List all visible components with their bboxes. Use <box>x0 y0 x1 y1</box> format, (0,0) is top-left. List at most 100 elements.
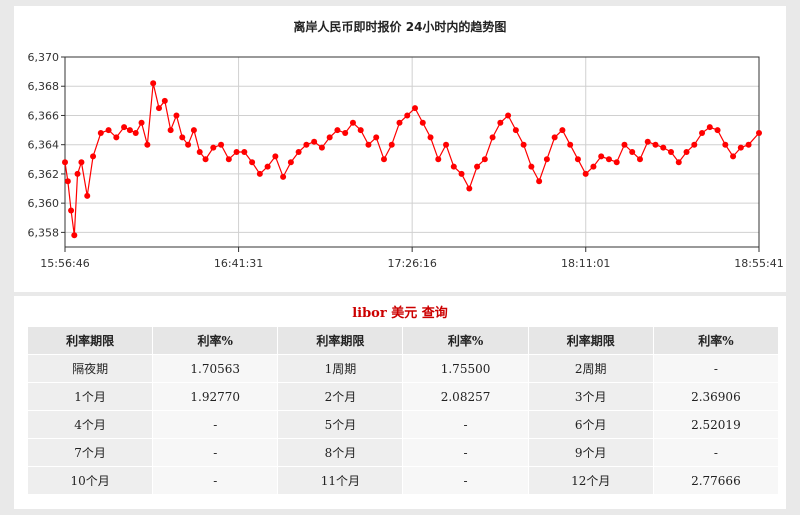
header-rate-3: 利率% <box>652 326 780 355</box>
data-point <box>295 149 302 155</box>
x-tick-label: 17:26:16 <box>387 257 436 270</box>
data-point <box>173 112 180 119</box>
data-point <box>249 159 256 166</box>
header-term-3: 利率期限 <box>527 326 654 355</box>
data-point <box>68 207 75 214</box>
data-point <box>450 163 457 170</box>
x-tick-label: 18:11:01 <box>561 257 610 270</box>
data-point <box>613 159 620 166</box>
rate-cell: - <box>402 410 529 439</box>
data-point <box>264 163 271 170</box>
data-point <box>334 127 341 134</box>
data-point <box>161 97 168 104</box>
y-tick-label: 6,364 <box>28 139 60 152</box>
data-point <box>105 127 112 134</box>
data-point <box>412 105 419 112</box>
term-cell: 11个月 <box>277 466 404 495</box>
data-point <box>349 119 356 126</box>
y-tick-label: 6,362 <box>28 168 60 181</box>
table-row: 1个月 1.92770 2个月 2.08257 3个月 2.36906 <box>26 382 780 411</box>
term-cell: 1个月 <box>26 382 154 411</box>
x-axis: 15:56:46 16:41:31 17:26:16 18:11:01 18:55:41 <box>40 247 784 270</box>
data-point <box>365 141 372 148</box>
rate-cell: - <box>152 438 279 467</box>
header-rate-2: 利率% <box>402 326 529 355</box>
data-point <box>342 130 349 136</box>
data-point <box>489 134 496 141</box>
data-point <box>629 149 636 155</box>
data-point <box>62 159 68 166</box>
data-point <box>388 141 395 148</box>
data-point <box>155 105 162 112</box>
term-cell: 2周期 <box>527 354 654 383</box>
data-point <box>691 141 698 148</box>
data-point <box>396 119 403 126</box>
data-point <box>84 192 91 199</box>
data-point <box>567 141 574 148</box>
x-tick-label: 18:55:41 <box>734 257 783 270</box>
data-point <box>126 127 133 134</box>
data-point <box>303 141 310 148</box>
rate-cell: - <box>402 466 529 495</box>
rate-cell: 2.36906 <box>652 382 780 411</box>
data-point <box>528 163 535 170</box>
data-point <box>520 141 527 148</box>
term-cell: 12个月 <box>527 466 654 495</box>
data-point <box>326 134 333 141</box>
data-point <box>210 144 217 151</box>
data-point <box>574 156 581 163</box>
y-tick-label: 6,358 <box>28 226 60 239</box>
chart-panel: 离岸人民币即时报价 24小时内的趋势图 6,358 6,360 6,362 6,364… <box>14 6 786 292</box>
data-point <box>311 138 318 145</box>
data-point <box>64 178 71 185</box>
data-point <box>380 156 387 163</box>
data-point <box>144 141 151 148</box>
x-tick-label: 15:56:46 <box>40 257 89 270</box>
rate-cell: 2.52019 <box>652 410 780 439</box>
rate-cell: 2.08257 <box>402 382 529 411</box>
rate-cell: - <box>402 438 529 467</box>
data-point <box>202 156 209 163</box>
data-point <box>233 149 240 155</box>
x-tick-label: 16:41:31 <box>214 257 263 270</box>
data-point <box>113 134 120 141</box>
data-point <box>272 153 279 160</box>
data-point <box>668 149 675 155</box>
data-point <box>590 163 597 170</box>
data-point <box>706 124 713 131</box>
data-point <box>730 153 737 160</box>
data-point <box>74 170 81 177</box>
data-point <box>737 144 744 151</box>
plot-area <box>62 80 762 239</box>
data-point <box>636 156 643 163</box>
data-point <box>427 134 434 141</box>
rate-cell: - <box>152 466 279 495</box>
data-point <box>218 141 225 148</box>
data-point <box>714 127 721 134</box>
data-point <box>419 119 426 126</box>
data-point <box>466 185 473 192</box>
term-cell: 5个月 <box>277 410 404 439</box>
data-point <box>90 153 97 160</box>
y-tick-label: 6,366 <box>28 109 60 122</box>
data-point <box>404 112 411 119</box>
libor-title: libor 美元 查询 <box>352 306 448 321</box>
data-point <box>241 149 248 155</box>
rate-cell: - <box>652 354 780 383</box>
rate-cell: 2.77666 <box>652 466 780 495</box>
data-point <box>179 134 186 141</box>
libor-panel: libor 美元 查询 利率期限 利率% 利率期限 利率% 利率期限 利率% 隔… <box>14 296 786 509</box>
data-point <box>185 141 192 148</box>
data-point <box>121 124 128 131</box>
data-point <box>150 80 157 87</box>
table-row: 4个月 - 5个月 - 6个月 2.52019 <box>26 410 780 439</box>
data-point <box>675 159 682 166</box>
data-point <box>167 127 174 134</box>
data-point <box>745 141 752 148</box>
data-point <box>756 130 762 136</box>
data-point <box>78 159 85 166</box>
data-point <box>138 119 145 126</box>
table-row: 7个月 - 8个月 - 9个月 - <box>26 438 780 467</box>
term-cell: 6个月 <box>527 410 654 439</box>
data-point <box>660 144 667 151</box>
